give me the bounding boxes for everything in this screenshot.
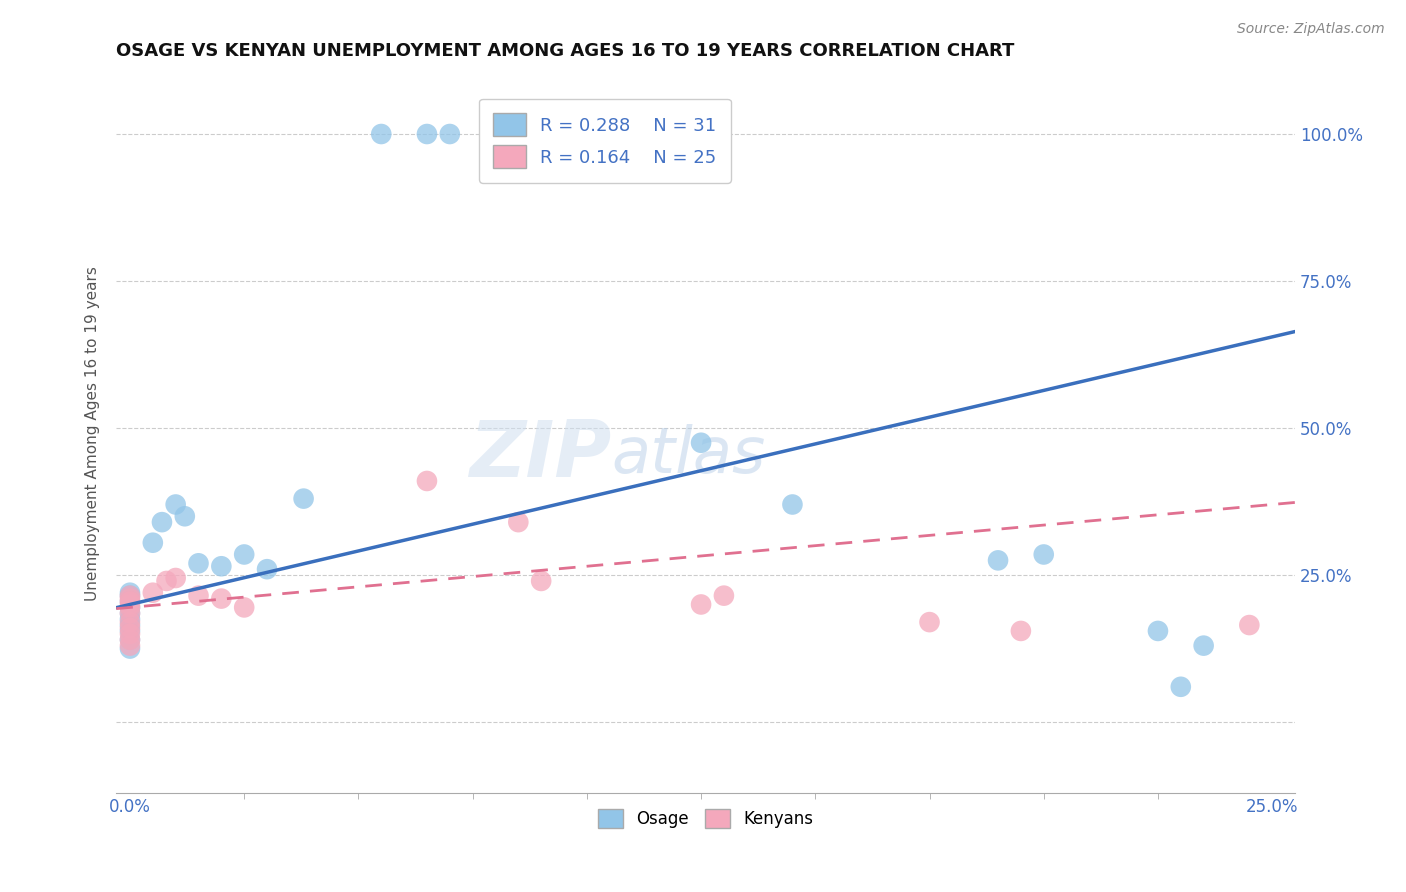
Point (165, 571, 187, 585)
Point (118, 621, 141, 635)
Point (118, 594, 141, 608)
Point (690, 435, 713, 450)
Point (370, 127, 392, 141)
Point (1239, 618, 1261, 632)
Text: atlas: atlas (612, 425, 766, 486)
Legend: Osage, Kenyans: Osage, Kenyans (591, 802, 820, 835)
Point (118, 641, 141, 656)
Point (987, 553, 1010, 567)
Text: OSAGE VS KENYAN UNEMPLOYMENT AMONG AGES 16 TO 19 YEARS CORRELATION CHART: OSAGE VS KENYAN UNEMPLOYMENT AMONG AGES … (117, 42, 1015, 60)
Point (118, 589, 141, 603)
Point (690, 598, 713, 612)
Point (666, 127, 689, 141)
Point (118, 600, 141, 615)
Point (118, 632, 141, 647)
Point (256, 562, 278, 576)
Point (1032, 548, 1054, 562)
Point (1192, 639, 1215, 653)
Point (782, 498, 804, 512)
Point (1170, 680, 1192, 694)
Text: ZIP: ZIP (470, 417, 612, 493)
Point (142, 585, 165, 599)
Point (118, 624, 141, 638)
Point (118, 618, 141, 632)
Point (233, 600, 256, 615)
Point (118, 639, 141, 653)
Point (530, 574, 553, 588)
Point (118, 612, 141, 626)
Point (118, 591, 141, 606)
Point (118, 585, 141, 599)
Point (118, 600, 141, 615)
Point (1147, 624, 1170, 638)
Point (173, 509, 195, 524)
Point (165, 498, 187, 512)
Point (118, 589, 141, 603)
Point (209, 591, 232, 606)
Text: Source: ZipAtlas.com: Source: ZipAtlas.com (1237, 22, 1385, 37)
Point (918, 615, 941, 629)
Point (118, 632, 141, 647)
Point (508, 515, 530, 529)
Point (1010, 624, 1032, 638)
Point (118, 607, 141, 621)
Point (118, 594, 141, 608)
Point (416, 127, 439, 141)
Point (209, 559, 232, 574)
Point (292, 491, 315, 506)
Point (118, 627, 141, 641)
Y-axis label: Unemployment Among Ages 16 to 19 years: Unemployment Among Ages 16 to 19 years (86, 267, 100, 601)
Point (621, 127, 644, 141)
Point (118, 615, 141, 629)
Point (233, 548, 256, 562)
Point (416, 474, 439, 488)
Point (187, 557, 209, 571)
Point (713, 589, 735, 603)
Point (187, 589, 209, 603)
Point (150, 515, 173, 529)
Point (142, 535, 165, 549)
Point (439, 127, 461, 141)
Point (155, 574, 177, 588)
Point (118, 598, 141, 612)
Point (118, 607, 141, 621)
